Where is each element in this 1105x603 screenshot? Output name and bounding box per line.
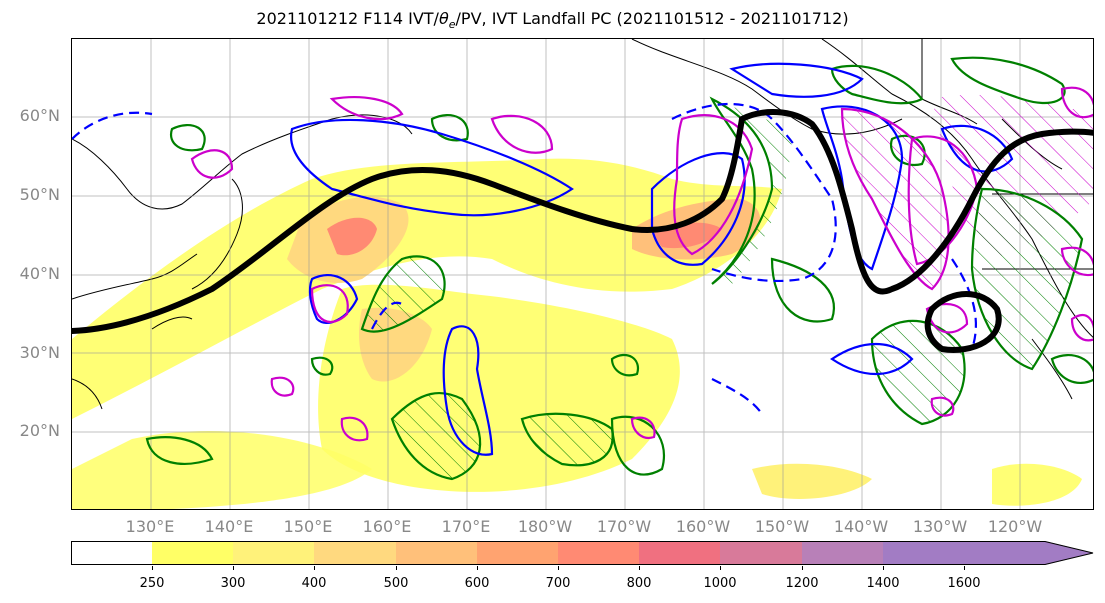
lon-label-170e: 170°E [441,517,491,536]
lat-label-40: 40°N [19,264,60,283]
lat-label-30: 30°N [19,343,60,362]
colorbar-tick [477,566,478,570]
title-part-1: 2021101212 F114 IVT/ [256,9,439,28]
colorbar-tick [233,566,234,570]
lon-label-130e: 130°E [125,517,175,536]
colorbar-label-1000: 1000 [703,576,737,591]
colorbar-label-800: 800 [626,576,652,591]
title-theta: θ [438,9,449,28]
lon-label-160e: 160°E [362,517,412,536]
colorbar-tick [883,566,884,570]
colorbar-label-300: 300 [220,576,246,591]
lon-label-120w: 120°W [987,517,1043,536]
lon-label-140e: 140°E [204,517,254,536]
lon-label-170w: 170°W [596,517,652,536]
colorbar-label-250: 250 [139,576,165,591]
colorbar-tick [396,566,397,570]
title-theta-sub: e [448,18,456,32]
colorbar-tick [314,566,315,570]
map-canvas [72,39,1093,509]
colorbar-label-700: 700 [545,576,571,591]
colorbar-tick [802,566,803,570]
colorbar-label-500: 500 [383,576,409,591]
colorbar-label-1400: 1400 [866,576,900,591]
colorbar-tick [639,566,640,570]
map-title: 2021101212 F114 IVT/θe/PV, IVT Landfall … [0,9,1105,31]
theta-e-dashed-contours [72,103,977,415]
lon-label-150w: 150°W [754,517,810,536]
colorbar-label-400: 400 [301,576,327,591]
colorbar-tick [558,566,559,570]
colorbar-tick [152,566,153,570]
colorbar [71,541,1094,565]
colorbar-tick [964,566,965,570]
colorbar-tick [720,566,721,570]
jet-axis [72,109,1093,353]
lon-label-130w: 130°W [912,517,968,536]
lat-label-20: 20°N [19,421,60,440]
colorbar-label-1600: 1600 [947,576,981,591]
pv-contours [145,56,1093,481]
lon-label-150e: 150°E [283,517,333,536]
lon-label-180w: 180°W [517,517,573,536]
lon-label-140w: 140°W [833,517,889,536]
lon-label-160w: 160°W [675,517,731,536]
colorbar-label-1200: 1200 [785,576,819,591]
colorbar-label-600: 600 [464,576,490,591]
lat-label-60: 60°N [19,106,60,125]
lat-label-50: 50°N [19,185,60,204]
theta-e-contours [289,62,1014,456]
title-part-2: /PV, IVT Landfall PC (2021101512 - 20211… [455,9,849,28]
map-panel [71,38,1094,510]
